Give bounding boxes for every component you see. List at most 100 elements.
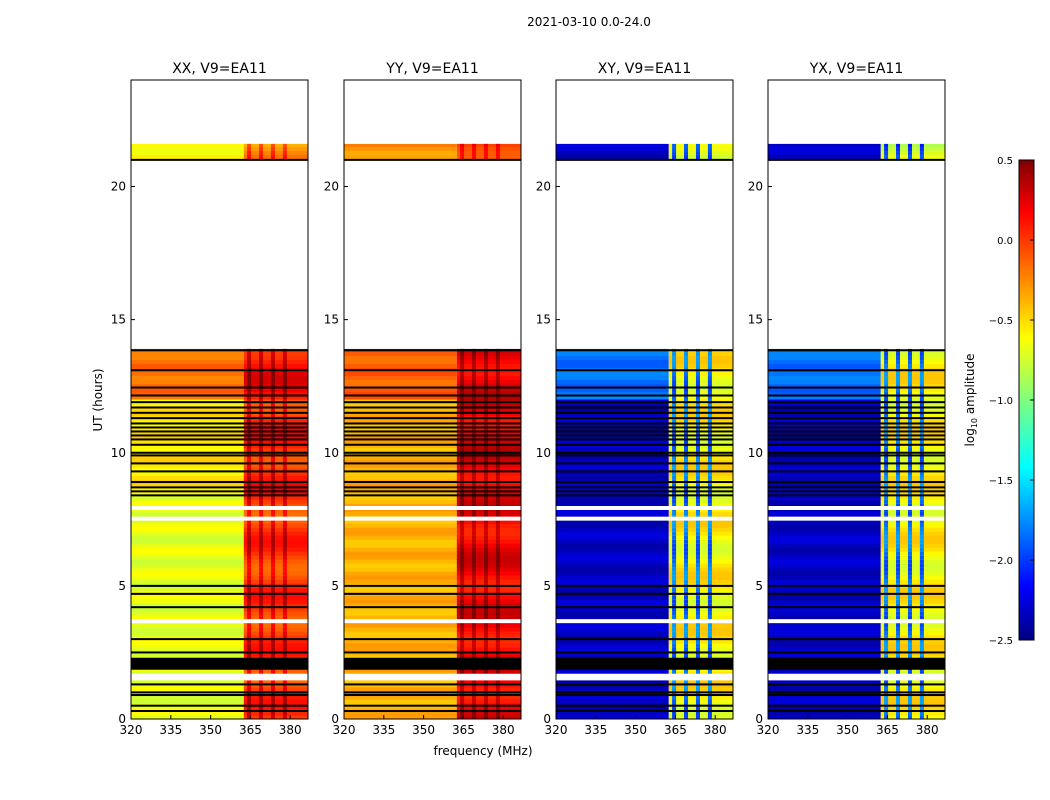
heatmap-stripe (270, 435, 275, 440)
heatmap-stripe (282, 623, 287, 628)
heatmap-stripe (707, 587, 712, 592)
heatmap-cell-low-band (768, 599, 881, 604)
heatmap-stripe (684, 543, 689, 548)
heatmap-stripe (896, 387, 901, 393)
heatmap-cell-high-band (243, 639, 308, 644)
flag-line (131, 454, 308, 457)
heatmap-stripe (472, 483, 477, 488)
heatmap-stripe (495, 643, 500, 648)
heatmap-stripe (472, 355, 477, 361)
heatmap-cell-high-band (880, 647, 945, 652)
heatmap-cell-high-band (668, 419, 733, 424)
heatmap-cell-high-band (880, 595, 945, 600)
heatmap-cell-low-band (131, 615, 244, 620)
heatmap-stripe (472, 503, 477, 508)
heatmap-cell-low-band (556, 363, 669, 369)
flag-line (556, 710, 733, 713)
heatmap-stripe (672, 495, 677, 500)
heatmap-stripe (672, 699, 677, 704)
heatmap-stripe (672, 611, 677, 616)
heatmap-stripe (259, 531, 264, 536)
heatmap-stripe (672, 623, 677, 628)
heatmap-stripe (672, 627, 677, 632)
flag-line (344, 434, 521, 437)
heatmap-stripe (919, 595, 924, 600)
colorbar-tick-label: −1.0 (989, 396, 1013, 407)
heatmap-stripe (695, 431, 700, 436)
heatmap-cell-high-band (880, 671, 945, 676)
heatmap-cell-low-band (768, 499, 881, 504)
heatmap-stripe (707, 371, 712, 377)
heatmap-stripe (472, 471, 477, 476)
heatmap-stripe (282, 419, 287, 424)
heatmap-stripe (259, 150, 264, 156)
heatmap-stripe (884, 459, 889, 464)
heatmap-stripe (247, 635, 252, 640)
heatmap-stripe (907, 551, 912, 556)
panel-frame (767, 79, 946, 720)
heatmap-cell-low-band (556, 607, 669, 612)
heatmap-cell-high-band (668, 571, 733, 576)
heatmap-stripe (907, 371, 912, 377)
heatmap-stripe (695, 471, 700, 476)
heatmap-stripe (282, 603, 287, 608)
x-tick-label: 365 (876, 723, 899, 737)
heatmap-stripe (282, 395, 287, 400)
heatmap-stripe (707, 407, 712, 412)
heatmap-stripe (896, 599, 901, 604)
heatmap-stripe (472, 539, 477, 544)
heatmap-stripe (483, 483, 488, 488)
heatmap-stripe (247, 419, 252, 424)
heatmap-stripe (495, 547, 500, 552)
heatmap-cell-low-band (556, 531, 669, 536)
x-tick-label: 335 (796, 723, 819, 737)
flag-band (131, 657, 308, 670)
heatmap-stripe (672, 539, 677, 544)
heatmap-stripe (460, 647, 465, 652)
heatmap-stripe (896, 483, 901, 488)
heatmap-cell-low-band (556, 439, 669, 444)
heatmap-stripe (919, 150, 924, 156)
heatmap-stripe (495, 471, 500, 476)
heatmap-stripe (884, 363, 889, 369)
heatmap-cell-high-band (243, 487, 308, 492)
heatmap-cell-high-band (243, 687, 308, 692)
heatmap-cell-low-band (556, 519, 669, 524)
heatmap-stripe (495, 379, 500, 385)
heatmap-stripe (672, 547, 677, 552)
flag-line (344, 651, 521, 654)
heatmap-stripe (495, 150, 500, 156)
heatmap-cell-low-band (556, 563, 669, 568)
x-tick-label: 335 (372, 723, 395, 737)
heatmap-cell-low-band (556, 535, 669, 540)
heatmap-stripe (919, 671, 924, 676)
heatmap-stripe (695, 635, 700, 640)
flag-line (768, 443, 945, 446)
heatmap-cell-low-band (344, 427, 457, 432)
heatmap-stripe (672, 531, 677, 536)
heatmap-stripe (896, 495, 901, 500)
heatmap-stripe (472, 487, 477, 492)
heatmap-stripe (907, 539, 912, 544)
heatmap-cell-high-band (668, 543, 733, 548)
heatmap-stripe (672, 439, 677, 444)
heatmap-stripe (460, 351, 465, 357)
heatmap-stripe (907, 146, 912, 152)
heatmap-stripe (672, 471, 677, 476)
heatmap-stripe (919, 146, 924, 152)
heatmap-stripe (695, 571, 700, 576)
heatmap-stripe (884, 687, 889, 692)
heatmap-cell-low-band (556, 431, 669, 436)
heatmap-stripe (684, 647, 689, 652)
flag-line (131, 158, 308, 161)
heatmap-stripe (460, 631, 465, 636)
heatmap-stripe (672, 387, 677, 393)
heatmap-cell-high-band (668, 455, 733, 460)
heatmap-stripe (247, 707, 252, 712)
heatmap-stripe (460, 447, 465, 452)
heatmap-stripe (270, 551, 275, 556)
heatmap-cell-high-band (880, 387, 945, 393)
flag-line (131, 486, 308, 489)
flag-line (768, 411, 945, 414)
heatmap-stripe (907, 143, 912, 148)
